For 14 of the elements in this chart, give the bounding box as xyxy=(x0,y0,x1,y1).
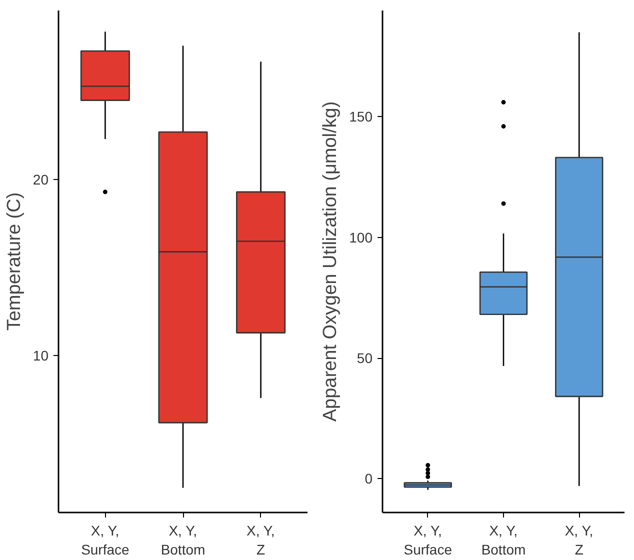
y-tick-label: 50 xyxy=(356,350,373,366)
y-tick-label: 20 xyxy=(32,172,49,188)
x-tick-label: X, Y, Z xyxy=(564,522,594,558)
y-tick-label: 150 xyxy=(349,108,373,125)
y-tick-label: 100 xyxy=(349,229,373,246)
x-tick-label: X, Y, Bottom xyxy=(160,522,206,558)
x-tick-label: X, Y, Surface xyxy=(404,522,452,558)
y-tick-label: 10 xyxy=(32,348,49,364)
x-tick-label: X, Y, Z xyxy=(246,522,275,558)
y-axis-title: Apparent Oxygen Utilization (μmol/kg) xyxy=(320,101,342,422)
x-tick-label: X, Y, Bottom xyxy=(481,522,526,558)
x-tick-label: X, Y, Surface xyxy=(81,522,130,558)
y-tick-label: 0 xyxy=(364,470,373,487)
y-axis-title: Temperature (C) xyxy=(4,192,25,331)
